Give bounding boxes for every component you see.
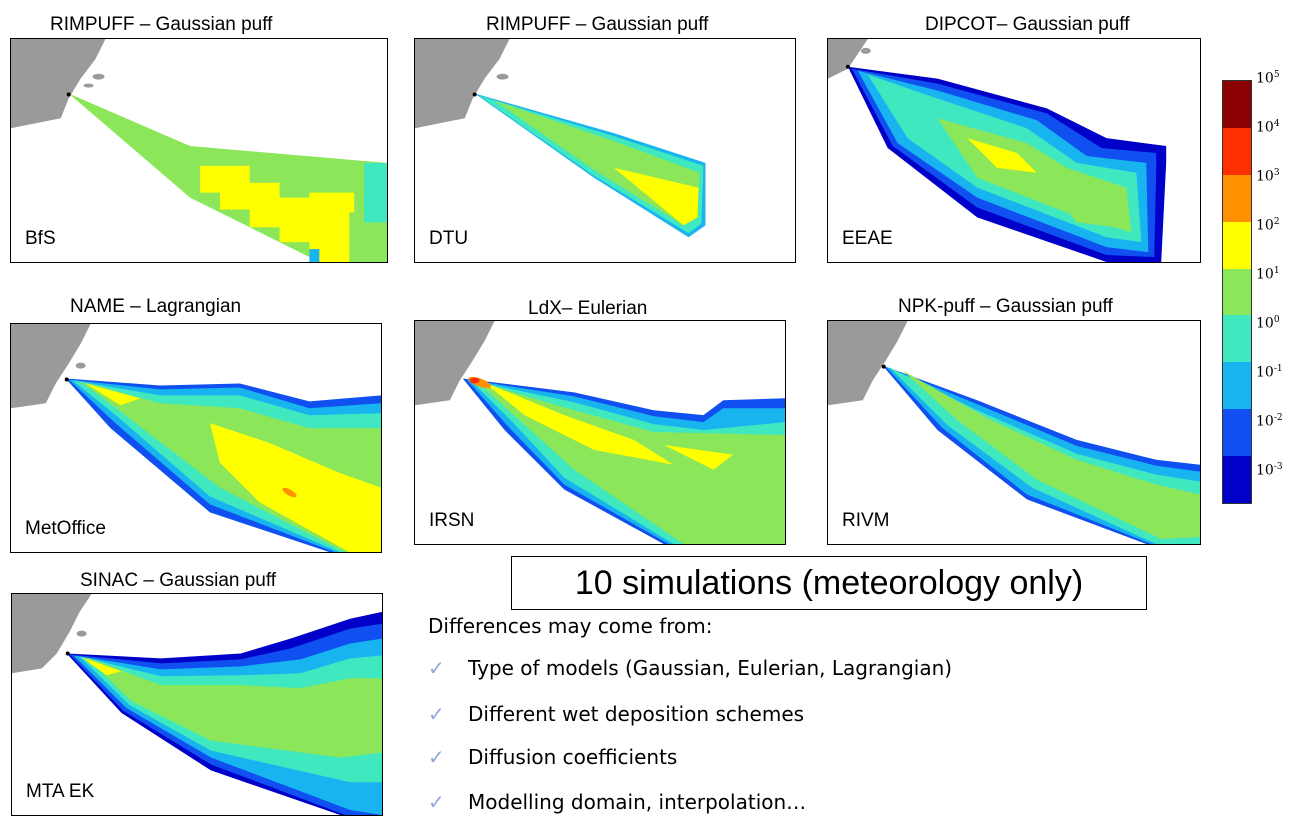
colorbar-tick-label: 100 xyxy=(1256,315,1280,332)
bullet-text: Diffusion coefficients xyxy=(468,745,678,769)
bullet-text: Type of models (Gaussian, Eulerian, Lagr… xyxy=(468,656,953,680)
panel-title-dtu: RIMPUFF – Gaussian puff xyxy=(486,14,709,35)
plume-map-metoffice: MetOffice xyxy=(10,323,382,553)
plume-map-graphic xyxy=(11,324,381,552)
plume-map-graphic xyxy=(828,39,1167,262)
plume-map-rivm: RIVM xyxy=(827,320,1201,545)
bullet-text: Different wet deposition schemes xyxy=(468,702,805,726)
simulations-headline: 10 simulations (meteorology only) xyxy=(511,556,1147,610)
panel-label-metoffice: MetOffice xyxy=(25,518,106,539)
panel-title-eeae: DIPCOT– Gaussian puff xyxy=(925,14,1130,35)
panel-label-irsn: IRSN xyxy=(429,510,475,531)
bullet-item: ✓ Type of models (Gaussian, Eulerian, La… xyxy=(428,656,952,680)
plume-map-irsn: IRSN xyxy=(414,320,786,545)
colorbar-segment xyxy=(1223,315,1251,363)
checkmark-icon: ✓ xyxy=(428,656,445,680)
colorbar-segment xyxy=(1223,174,1251,222)
plume-map-graphic xyxy=(828,321,1200,544)
colorbar-segment xyxy=(1223,81,1251,128)
colorbar-segment xyxy=(1223,456,1251,503)
panel-title-metoffice: NAME – Lagrangian xyxy=(70,296,242,317)
colorbar-tick-label: 103 xyxy=(1256,168,1280,185)
panel-label-rivm: RIVM xyxy=(842,510,890,531)
bullet-item: ✓ Diffusion coefficients xyxy=(428,745,677,769)
bullet-item: ✓ Modelling domain, interpolation… xyxy=(428,790,806,814)
panel-label-eeae: EEAE xyxy=(842,228,893,249)
colorbar-segment xyxy=(1223,221,1251,269)
colorbar xyxy=(1222,80,1252,504)
panel-label-mtaek: MTA EK xyxy=(26,781,95,802)
plume-map-eeae: EEAE xyxy=(827,38,1201,263)
plume-map-dtu: DTU xyxy=(414,38,796,263)
panel-label-dtu: DTU xyxy=(429,228,469,249)
colorbar-segment xyxy=(1223,409,1251,456)
colorbar-tick-label: 102 xyxy=(1256,217,1280,234)
bullet-text: Modelling domain, interpolation… xyxy=(468,790,807,814)
checkmark-icon: ✓ xyxy=(428,745,445,769)
differences-heading: Differences may come from: xyxy=(428,614,713,638)
panel-label-bfs: BfS xyxy=(25,228,56,249)
plume-map-mtaek: MTA EK xyxy=(11,593,383,816)
checkmark-icon: ✓ xyxy=(428,702,445,726)
colorbar-tick-label: 104 xyxy=(1256,119,1280,136)
colorbar-segment xyxy=(1223,268,1251,316)
colorbar-tick-label: 101 xyxy=(1256,266,1280,283)
plume-map-graphic xyxy=(11,39,387,262)
plume-map-graphic xyxy=(415,39,706,238)
bullet-item: ✓ Different wet deposition schemes xyxy=(428,702,804,726)
colorbar-tick-label: 10-3 xyxy=(1256,462,1283,479)
plume-map-graphic xyxy=(12,594,382,815)
plume-map-bfs: BfS xyxy=(10,38,388,263)
colorbar-tick-label: 10-1 xyxy=(1256,364,1283,381)
panel-title-mtaek: SINAC – Gaussian puff xyxy=(80,570,277,591)
panel-title-bfs: RIMPUFF – Gaussian puff xyxy=(50,14,273,35)
checkmark-icon: ✓ xyxy=(428,790,445,814)
colorbar-tick-label: 10-2 xyxy=(1256,413,1283,430)
colorbar-segment xyxy=(1223,362,1251,410)
panel-title-irsn: LdX– Eulerian xyxy=(528,298,648,319)
plume-map-graphic xyxy=(415,321,785,544)
colorbar-tick-label: 105 xyxy=(1256,70,1280,87)
colorbar-segment xyxy=(1223,127,1251,175)
panel-title-rivm: NPK-puff – Gaussian puff xyxy=(898,296,1113,317)
